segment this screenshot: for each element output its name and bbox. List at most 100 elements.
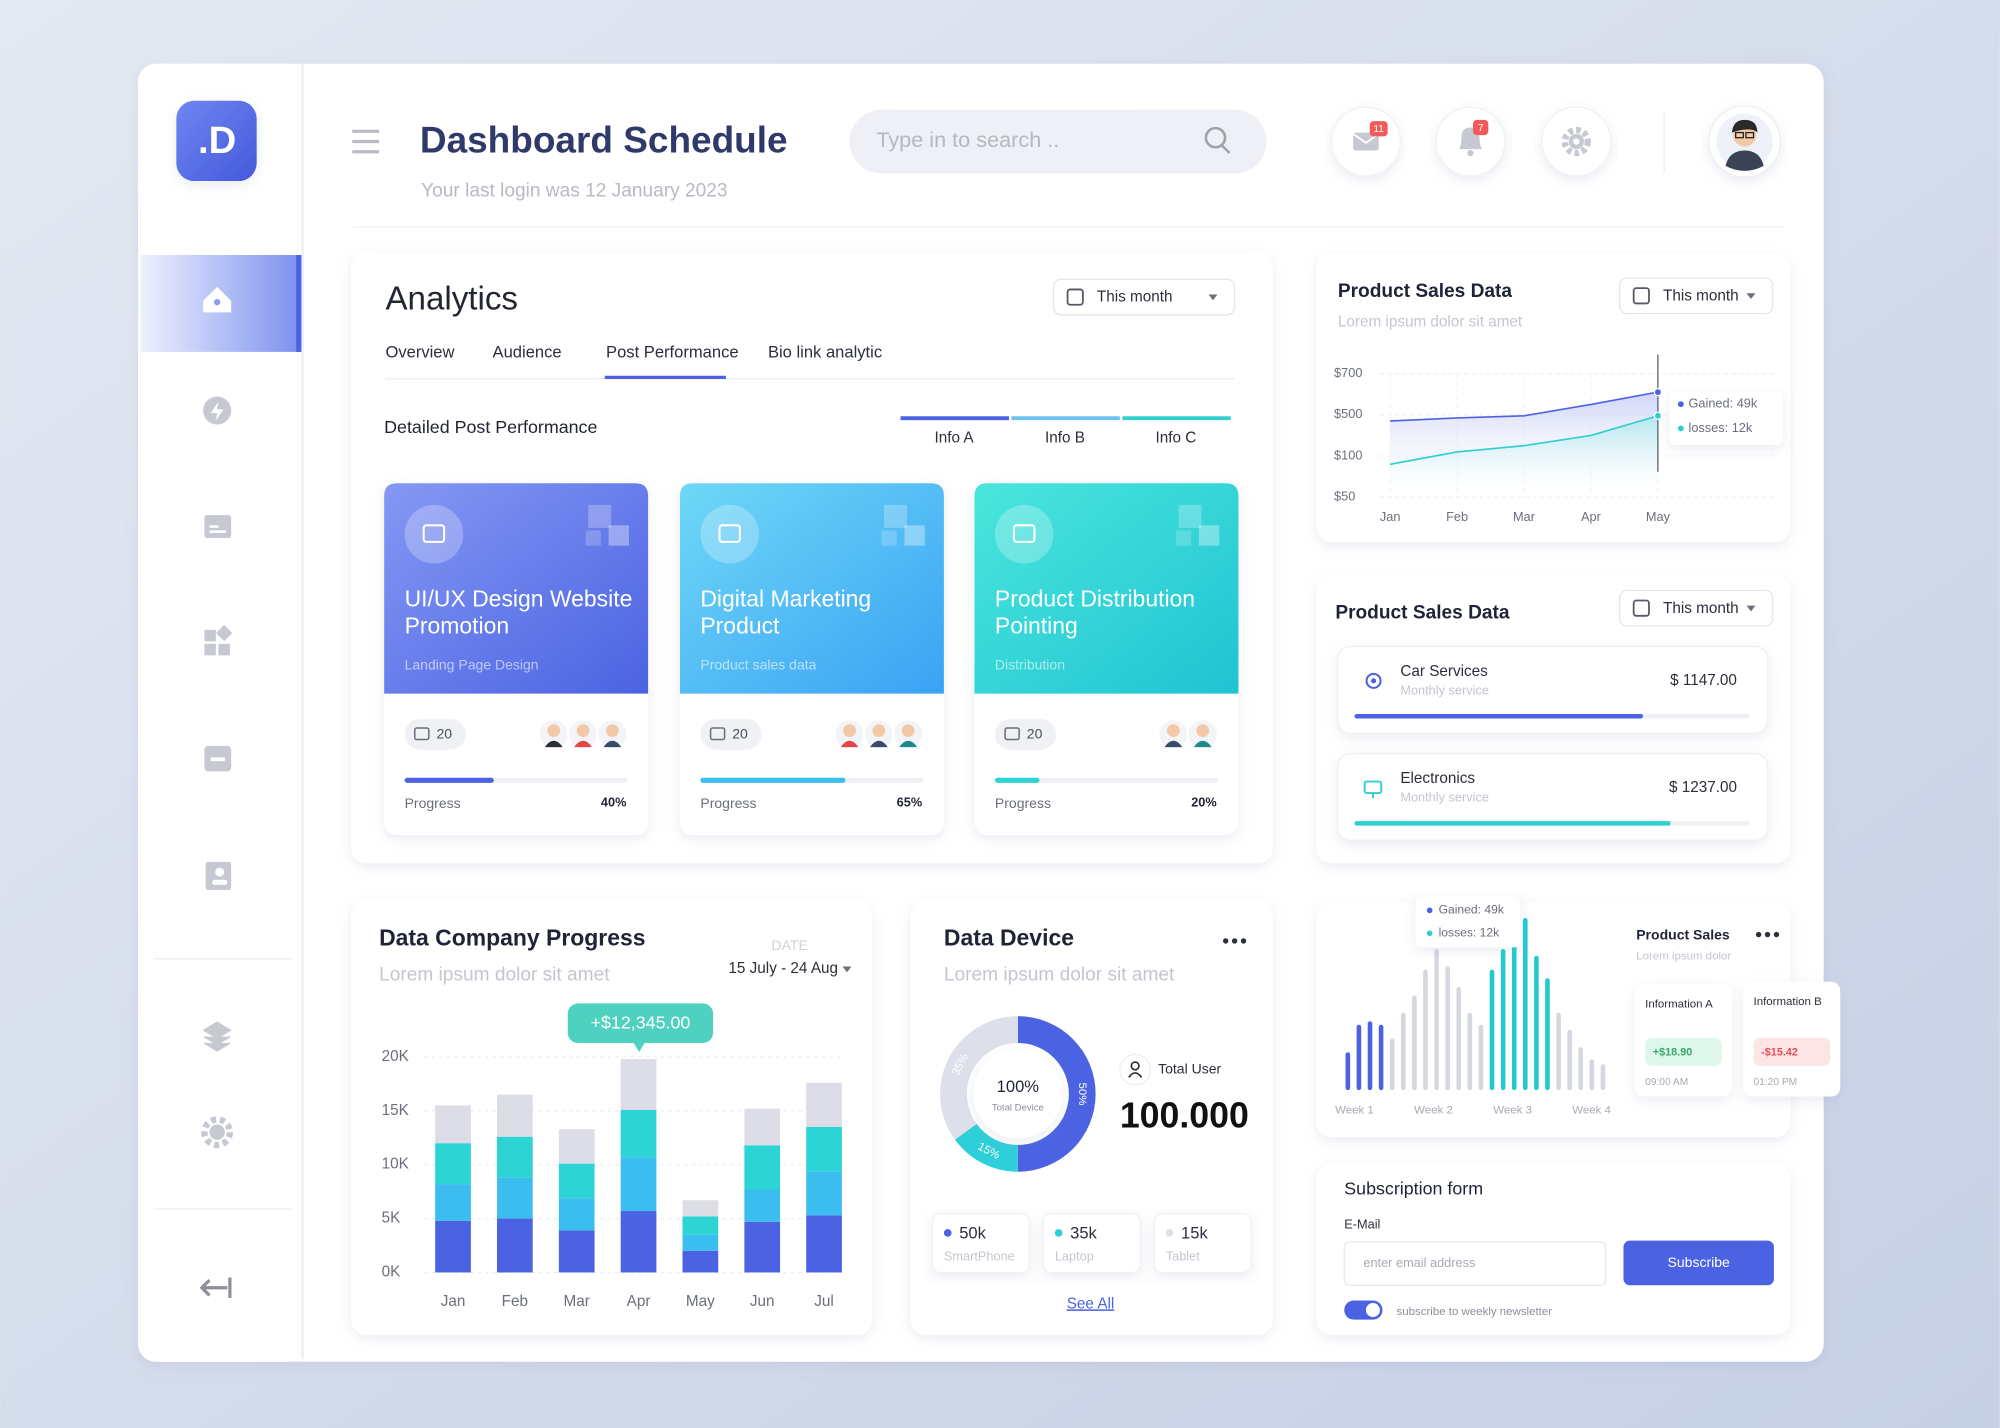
mail-badge-text: 11 <box>1373 124 1384 135</box>
logo <box>176 100 257 182</box>
date-label: DATE <box>771 937 807 953</box>
bar-segment <box>682 1200 719 1217</box>
bar <box>1423 969 1428 1091</box>
service-icon <box>1365 672 1382 689</box>
legend-value: 15k <box>1181 1224 1208 1243</box>
x-tick-label: Jun <box>750 1293 775 1310</box>
bar <box>1578 1047 1584 1091</box>
bar <box>1589 1059 1595 1091</box>
progress-bar <box>1354 821 1671 826</box>
bar <box>1511 935 1517 1091</box>
nav-icon <box>209 530 227 533</box>
page-title: Dashboard Schedule <box>420 120 788 161</box>
filter-label: This month <box>1663 287 1739 304</box>
info-time: 01:20 PM <box>1754 1077 1798 1088</box>
bar-segment <box>744 1189 781 1222</box>
x-tick-label: Week 3 <box>1493 1105 1532 1117</box>
legend-label: SmartPhone <box>944 1249 1015 1264</box>
progress-track <box>994 777 1219 783</box>
bar-segment <box>435 1105 471 1144</box>
bar-segment <box>682 1216 719 1235</box>
avatar-glasses <box>1735 131 1744 139</box>
chart-title: Product Sales Data <box>1338 281 1513 302</box>
tab[interactable]: Audience <box>493 343 562 362</box>
center-label: Total Device <box>992 1103 1044 1114</box>
bar <box>1456 986 1462 1091</box>
tooltip-dot <box>1426 930 1433 937</box>
annotation-pointer <box>632 1041 646 1052</box>
email-label: E-Mail <box>1344 1217 1380 1232</box>
progress-bar <box>1354 714 1643 719</box>
donut-center <box>973 1049 1063 1139</box>
member-avatar-body <box>840 740 859 748</box>
tooltip-text: Gained: 49k <box>1439 903 1505 917</box>
card-icon <box>1013 524 1036 543</box>
legend-value: 35k <box>1070 1224 1097 1243</box>
newsletter-label: subscribe to weekly newsletter <box>1397 1306 1553 1318</box>
y-tick-label: 10K <box>382 1156 410 1173</box>
series-line <box>1390 391 1659 422</box>
progress-bar <box>994 777 1040 783</box>
comment-count: 20 <box>732 726 748 742</box>
progress-bar <box>404 777 494 783</box>
pattern <box>588 504 612 528</box>
see-all-link[interactable]: See All <box>1067 1295 1115 1312</box>
bar <box>1523 918 1528 1091</box>
y-tick-label: 20K <box>382 1048 410 1065</box>
x-tick-label: May <box>1646 509 1671 524</box>
filter-button[interactable] <box>1619 589 1774 627</box>
filter-button[interactable] <box>1052 278 1236 316</box>
bar-segment <box>558 1163 595 1199</box>
y-tick-label: $700 <box>1334 365 1362 380</box>
search-box[interactable] <box>849 109 1267 174</box>
member-avatar-body <box>869 740 888 748</box>
bar <box>1478 1024 1484 1091</box>
subscribe-button[interactable] <box>1623 1240 1774 1286</box>
card-icon-bg <box>700 504 760 564</box>
member-avatar-head <box>901 724 915 737</box>
bar-segment <box>744 1221 781 1273</box>
section-title: Analytics <box>385 281 518 318</box>
search-icon <box>1204 126 1227 149</box>
tab[interactable]: Bio link analytic <box>768 343 882 362</box>
y-tick-label: 15K <box>382 1102 410 1119</box>
x-tick-label: Feb <box>1446 509 1468 524</box>
calendar-icon <box>1066 288 1084 306</box>
member-avatar-head <box>1196 724 1210 737</box>
comment-count: 20 <box>1027 726 1043 742</box>
legend-value: 50k <box>959 1224 986 1243</box>
legend-dot <box>943 1229 952 1237</box>
post-card-subtitle: Landing Page Design <box>405 656 539 672</box>
bar-segment <box>435 1143 471 1185</box>
x-tick-label: Apr <box>1581 509 1602 524</box>
bar <box>1500 948 1506 1091</box>
tab[interactable]: Post Performance <box>606 343 739 362</box>
info-title: Information A <box>1645 999 1713 1011</box>
search-icon <box>1220 144 1231 154</box>
nav-icon <box>210 757 225 762</box>
service-name: Electronics <box>1400 770 1475 787</box>
bar-segment <box>558 1129 595 1164</box>
tooltip-dot <box>1677 425 1684 432</box>
info-title: Information B <box>1754 996 1823 1008</box>
annotation-box <box>567 1003 714 1043</box>
bar <box>1445 966 1450 1091</box>
card-icon <box>422 524 446 543</box>
chart-title: Product Sales <box>1636 927 1730 943</box>
more-icon <box>1764 931 1771 938</box>
tab[interactable]: Overview <box>385 343 454 362</box>
filter-button[interactable] <box>1619 277 1774 315</box>
card-title: Product Sales Data <box>1335 602 1510 623</box>
date-range[interactable]: 15 July - 24 Aug <box>728 960 838 977</box>
legend-box <box>1042 1213 1141 1274</box>
pattern <box>1178 504 1202 528</box>
card-icon <box>718 524 741 543</box>
tooltip-dot <box>1426 907 1433 914</box>
subscribe-button-label: Subscribe <box>1668 1254 1731 1270</box>
post-card-title: Promotion <box>405 612 510 638</box>
service-subtitle: Monthly service <box>1400 682 1489 697</box>
tooltip-dot <box>1677 401 1684 408</box>
email-input[interactable] <box>1343 1241 1607 1286</box>
filter-label: This month <box>1663 600 1739 617</box>
